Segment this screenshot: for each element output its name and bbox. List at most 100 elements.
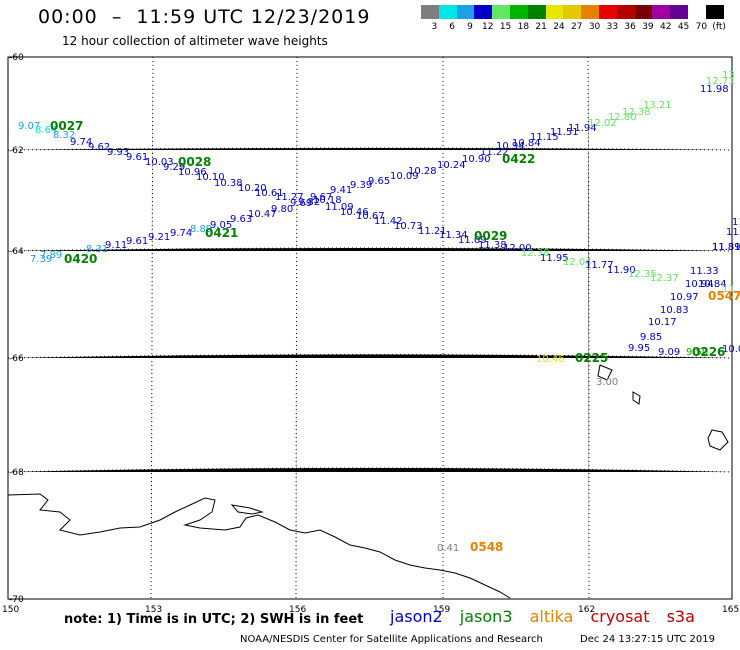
wave-height-value: 11.22 (480, 147, 509, 158)
wave-height-value: 9.05 (210, 220, 232, 231)
wave-height-value: 10.90 (462, 154, 491, 165)
wave-height-value: 11.38 (478, 240, 507, 251)
parallel-64 (7, 247, 733, 252)
colorbar-label: 70 (695, 22, 708, 32)
wave-height-value: 9.61 (126, 152, 148, 163)
legend-altika: altika (529, 607, 574, 626)
wave-height-value: 10.96 (178, 167, 207, 178)
pass-time-label: 0420 (64, 252, 97, 266)
wave-height-value: 10.84 (698, 279, 727, 290)
meridian-153 (150, 56, 154, 600)
wave-height-value: 9.74 (70, 137, 92, 148)
wave-height-value: 12.00 (503, 243, 532, 254)
colorbar-label: 18 (517, 22, 530, 32)
wave-height-value: 10.20 (238, 183, 267, 194)
colorbar-swatch (581, 5, 599, 19)
wave-height-value: 11.42 (374, 216, 403, 227)
pass-time-label: 0029 (474, 229, 507, 243)
wave-height-value: 12.80 (608, 112, 637, 123)
colorbar (421, 5, 724, 19)
wave-height-value: 10.38 (214, 178, 243, 189)
lat-label: -66 (9, 354, 24, 364)
parallel-68 (7, 467, 733, 473)
wave-height-value: 9.65 (368, 176, 390, 187)
map-title: 00:00 – 11:59 UTC 12/23/2019 (38, 6, 371, 28)
wave-height-value: 10.61 (255, 188, 284, 199)
pass-time-label: 0027 (50, 119, 83, 133)
wave-height-value: 9.29 (163, 162, 185, 173)
track-labels: 9.078.648.329.749.629.939.6110.0300279.2… (18, 70, 740, 554)
wave-height-value: 11.34 (439, 230, 468, 241)
antarctic-coastline (7, 493, 511, 599)
colorbar-label: 45 (677, 22, 690, 32)
wave-height-value: 12.04 (563, 257, 592, 268)
wave-height-value: 11.98 (700, 84, 729, 95)
wave-height-value: 10.47 (248, 209, 277, 220)
colorbar-label: 33 (606, 22, 619, 32)
colorbar-swatch (509, 5, 528, 19)
wave-height-value: 11.21 (418, 226, 447, 237)
wave-height-value: 10.97 (670, 292, 699, 303)
wave-height-value: 9.21 (148, 232, 170, 243)
wave-height-value: 8.64 (35, 125, 57, 136)
lat-label: -64 (9, 247, 24, 257)
wave-height-value: 9.80 (271, 204, 293, 215)
pass-time-label: 0547 (708, 289, 740, 303)
wave-height-value: 11 (722, 284, 735, 295)
wave-height-value: 9.39 (350, 180, 372, 191)
wave-height-value: 8.31 (86, 244, 108, 255)
wave-height-value: 9.69 (290, 198, 312, 209)
wave-height-value: 9.95 (628, 343, 650, 354)
wave-height-value: 3.00 (596, 377, 618, 388)
colorbar-swatch (563, 5, 582, 19)
wave-height-value: 8.89 (190, 224, 212, 235)
colorbar-swatch (652, 5, 671, 19)
lat-label: -60 (9, 53, 24, 63)
footer-note: note: 1) Time is in UTC; 2) SWH is in fe… (64, 612, 364, 627)
colorbar-label: 27 (571, 22, 583, 32)
wave-height-value: 12.38 (622, 107, 651, 118)
colorbar-swatch (616, 5, 635, 19)
colorbar-swatch (634, 5, 653, 19)
wave-height-value: 9.50 (686, 347, 708, 358)
wave-height-value: 10.46 (536, 354, 565, 365)
wave-height-value: 11.95 (540, 253, 569, 264)
map-subtitle: 12 hour collection of altimeter wave hei… (62, 34, 328, 48)
satellite-legend: jason2 jason3 altika cryosat s3a (390, 607, 707, 626)
wave-height-value: 11.09 (325, 202, 354, 213)
wave-height-value: 7.39 (30, 254, 52, 265)
meridian-162 (587, 56, 590, 600)
lon-label: 159 (433, 605, 450, 615)
wave-height-value: 9.11 (105, 240, 127, 251)
colorbar-label: 24 (553, 22, 565, 32)
wave-height-value: 9.61 (126, 236, 148, 247)
colorbar-swatch (474, 5, 493, 19)
wave-height-value: 10.10 (196, 172, 225, 183)
colorbar-label: 12 (482, 22, 494, 32)
graticule (7, 56, 733, 600)
wave-height-value: 10.94 (685, 279, 714, 290)
wave-height-value: 12.35 (628, 269, 657, 280)
colorbar-swatch (456, 5, 475, 19)
parallel-62 (7, 147, 733, 151)
wave-height-value: 10.67 (356, 211, 385, 222)
wave-height-value: 12.71 (706, 76, 735, 87)
lon-label: 150 (2, 605, 19, 615)
wave-height-value: 9.93 (107, 147, 129, 158)
lon-label: 162 (578, 605, 595, 615)
wave-height-value: 11.09 (458, 235, 487, 246)
wave-height-value: 9.09 (658, 347, 680, 358)
lon-labels: 150 153 156 159 162 165 (2, 605, 739, 615)
wave-height-value: 13.21 (643, 100, 672, 111)
wave-height-value: 11.33 (690, 266, 719, 277)
lon-label: 156 (289, 605, 306, 615)
pass-time-label: 0028 (178, 155, 211, 169)
wave-height-value: 11 (732, 217, 740, 228)
legend-cryosat: cryosat (590, 607, 650, 626)
parallel-66 (7, 354, 733, 359)
wave-height-value: 10.17 (648, 317, 677, 328)
colorbar-label: 42 (660, 22, 672, 32)
wave-height-value: 10.94 (496, 141, 525, 152)
wave-height-value: 10.01 (722, 344, 740, 355)
